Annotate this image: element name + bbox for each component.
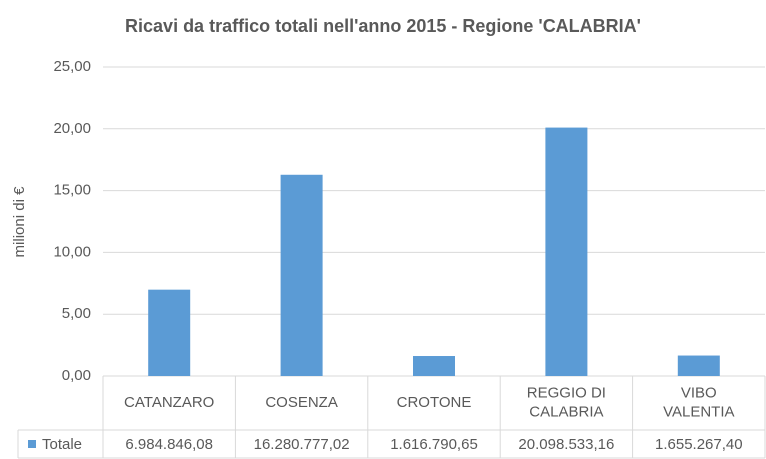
y-tick-label: 15,00 (53, 182, 91, 199)
x-tick-label: CATANZARO (124, 394, 214, 411)
y-tick-label: 10,00 (53, 243, 91, 260)
legend-label: Totale (42, 436, 82, 453)
table-value: 20.098.533,16 (518, 436, 614, 453)
x-tick-label: CROTONE (397, 394, 472, 411)
bar (280, 174, 323, 376)
y-tick-label: 5,00 (62, 305, 91, 322)
y-tick-label: 25,00 (53, 58, 91, 75)
y-tick-label: 0,00 (62, 367, 91, 384)
bar (545, 127, 588, 377)
table-value: 6.984.846,08 (125, 436, 213, 453)
bar (413, 356, 455, 376)
x-tick-label: REGGIO DI CALABRIA (527, 384, 606, 420)
bar (677, 355, 720, 376)
x-tick-label: COSENZA (265, 394, 338, 411)
legend-key (28, 440, 36, 448)
table-value: 1.616.790,65 (390, 436, 478, 453)
y-tick-label: 20,00 (53, 120, 91, 137)
bar (148, 289, 191, 376)
y-axis-label: milioni di € (11, 186, 28, 258)
chart-title: Ricavi da traffico totali nell'anno 2015… (125, 16, 641, 36)
table-value: 16.280.777,02 (254, 436, 350, 453)
table-value: 1.655.267,40 (655, 436, 743, 453)
x-tick-label: VIBO VALENTIA (663, 384, 734, 420)
